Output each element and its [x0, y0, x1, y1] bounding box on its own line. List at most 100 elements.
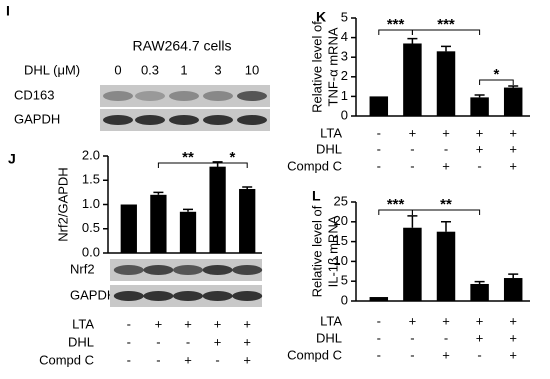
treatment-level: - [127, 316, 131, 331]
bar [470, 97, 489, 116]
blot-band [232, 265, 263, 275]
treatment-level: + [476, 125, 484, 140]
treatment-label: DHL [316, 141, 342, 156]
blot-band [135, 115, 165, 125]
blot-label: CD163 [14, 87, 54, 102]
treatment-level: - [377, 347, 381, 362]
bar [403, 227, 422, 301]
bracket [479, 79, 514, 85]
blot-band [202, 291, 233, 301]
treatment-level: - [477, 347, 481, 362]
y-axis-label: Relative level of [309, 205, 324, 297]
significance: *** [387, 196, 405, 213]
y-tick-label: 0 [341, 107, 348, 122]
treatment-level: - [410, 330, 414, 345]
treatment-level: + [509, 141, 517, 156]
dose: 10 [245, 62, 259, 77]
dose: 1 [180, 62, 187, 77]
treatment-level: - [156, 334, 160, 349]
significance: * [493, 66, 499, 83]
y-tick-label: 2 [341, 68, 348, 83]
treatment-level: + [184, 316, 192, 331]
treatment-level: + [442, 347, 450, 362]
y-axis-label: IL-1β mRNA [325, 215, 340, 287]
significance: ** [440, 196, 452, 213]
y-axis-label: Nrf2/GAPDH [55, 167, 70, 241]
blot-label: GAPDH [70, 287, 116, 302]
error-bar [183, 208, 193, 212]
dose: 0.3 [141, 62, 159, 77]
blot-band [237, 91, 267, 101]
treatment-level: - [444, 141, 448, 156]
blot-label: GAPDH [14, 111, 60, 126]
bracket [411, 209, 481, 215]
dose-label: DHL (μM) [24, 62, 80, 77]
treatment-label: LTA [72, 316, 94, 331]
panel-letter: J [8, 151, 16, 167]
y-tick-label: 15 [334, 233, 348, 248]
bar [179, 211, 197, 253]
blot-band [232, 291, 263, 301]
bracket [217, 162, 248, 168]
treatment-label: LTA [320, 313, 342, 328]
significance: *** [387, 16, 405, 33]
error-bar [508, 85, 519, 88]
blot-band [103, 115, 133, 125]
bar [120, 204, 137, 253]
y-tick-label: 20 [334, 213, 348, 228]
y-tick-label: 1.5 [82, 172, 100, 187]
blot-title: RAW264.7 cells [132, 38, 231, 54]
y-tick-label: 1.0 [82, 196, 100, 211]
y-tick-label: 0.5 [82, 220, 100, 235]
treatment-level: - [186, 334, 190, 349]
y-axis-label: Relative level of [309, 21, 324, 113]
bar [503, 87, 523, 116]
bar [470, 283, 489, 301]
blot-band [113, 265, 144, 275]
error-bar [474, 280, 485, 284]
treatment-level: + [243, 316, 251, 331]
bar [209, 166, 226, 253]
treatment-level: - [127, 334, 131, 349]
treatment-level: + [243, 334, 251, 349]
treatment-level: - [477, 158, 481, 173]
treatment-level: - [410, 158, 414, 173]
treatment-level: + [243, 352, 251, 367]
treatment-level: + [509, 158, 517, 173]
blot-band [203, 115, 233, 125]
panel-letter: I [6, 3, 10, 19]
treatment-level: + [155, 316, 163, 331]
treatment-level: + [476, 141, 484, 156]
treatment-level: + [509, 330, 517, 345]
treatment-level: + [214, 316, 222, 331]
bar [369, 96, 389, 116]
significance: * [229, 149, 235, 166]
treatment-label: Compd C [39, 352, 94, 367]
bar [150, 194, 167, 253]
panel-letter: K [316, 9, 326, 25]
treatment-level: + [476, 330, 484, 345]
blot-band [103, 91, 133, 101]
treatment-level: - [410, 347, 414, 362]
treatment-label: Compd C [287, 158, 342, 173]
treatment-level: - [377, 158, 381, 173]
blot-band [202, 265, 233, 275]
treatment-level: + [509, 313, 517, 328]
treatment-label: Compd C [287, 347, 342, 362]
bracket [411, 29, 481, 35]
treatment-level: + [184, 352, 192, 367]
bar [239, 188, 256, 253]
blot-band [173, 291, 203, 301]
error-bar [508, 273, 519, 279]
error-bar [441, 45, 451, 52]
y-tick-label: 5 [341, 273, 348, 288]
blot-band [135, 91, 165, 101]
treatment-level: + [214, 334, 222, 349]
y-tick-label: 5 [341, 9, 348, 24]
blot-band [237, 115, 267, 125]
treatment-level: + [409, 125, 417, 140]
y-tick-label: 1 [341, 88, 348, 103]
significance: *** [437, 16, 455, 33]
bar [436, 51, 456, 116]
blot-band [203, 91, 233, 101]
